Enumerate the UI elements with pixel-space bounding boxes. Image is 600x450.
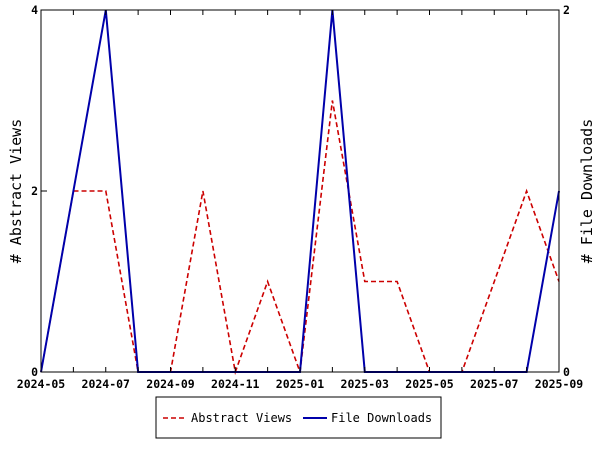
x-tick-label: 2025-05 — [405, 377, 454, 391]
x-tick-label: 2025-03 — [341, 377, 390, 391]
x-tick-label: 2025-09 — [535, 377, 584, 391]
y-tick-label-right: 2 — [563, 3, 570, 17]
legend-label-file-downloads: File Downloads — [331, 411, 432, 425]
x-tick-label: 2024-11 — [211, 377, 260, 391]
left-axis-title: # Abstract Views — [7, 119, 25, 264]
legend: Abstract Views File Downloads — [155, 396, 442, 439]
x-tick-label: 2024-05 — [17, 377, 66, 391]
y-tick-label-left: 0 — [31, 365, 38, 379]
x-tick-label: 2024-09 — [146, 377, 195, 391]
x-tick-label: 2025-01 — [276, 377, 325, 391]
axes: 2024-05 2024-07 2024-09 2024-11 2025-01 2025-… — [17, 3, 584, 391]
legend-label-abstract-views: Abstract Views — [191, 411, 292, 425]
y-tick-label-left: 4 — [31, 3, 38, 17]
x-tick-label: 2025-07 — [470, 377, 519, 391]
plot-area — [40, 9, 560, 376]
y-tick-label-right: 0 — [563, 365, 570, 379]
right-axis-title: # File Downloads — [578, 119, 596, 264]
x-tick-label: 2024-07 — [82, 377, 131, 391]
y-tick-label-left: 2 — [31, 184, 38, 198]
legend-box — [155, 396, 442, 439]
series-line-abstract-views — [40, 100, 560, 376]
